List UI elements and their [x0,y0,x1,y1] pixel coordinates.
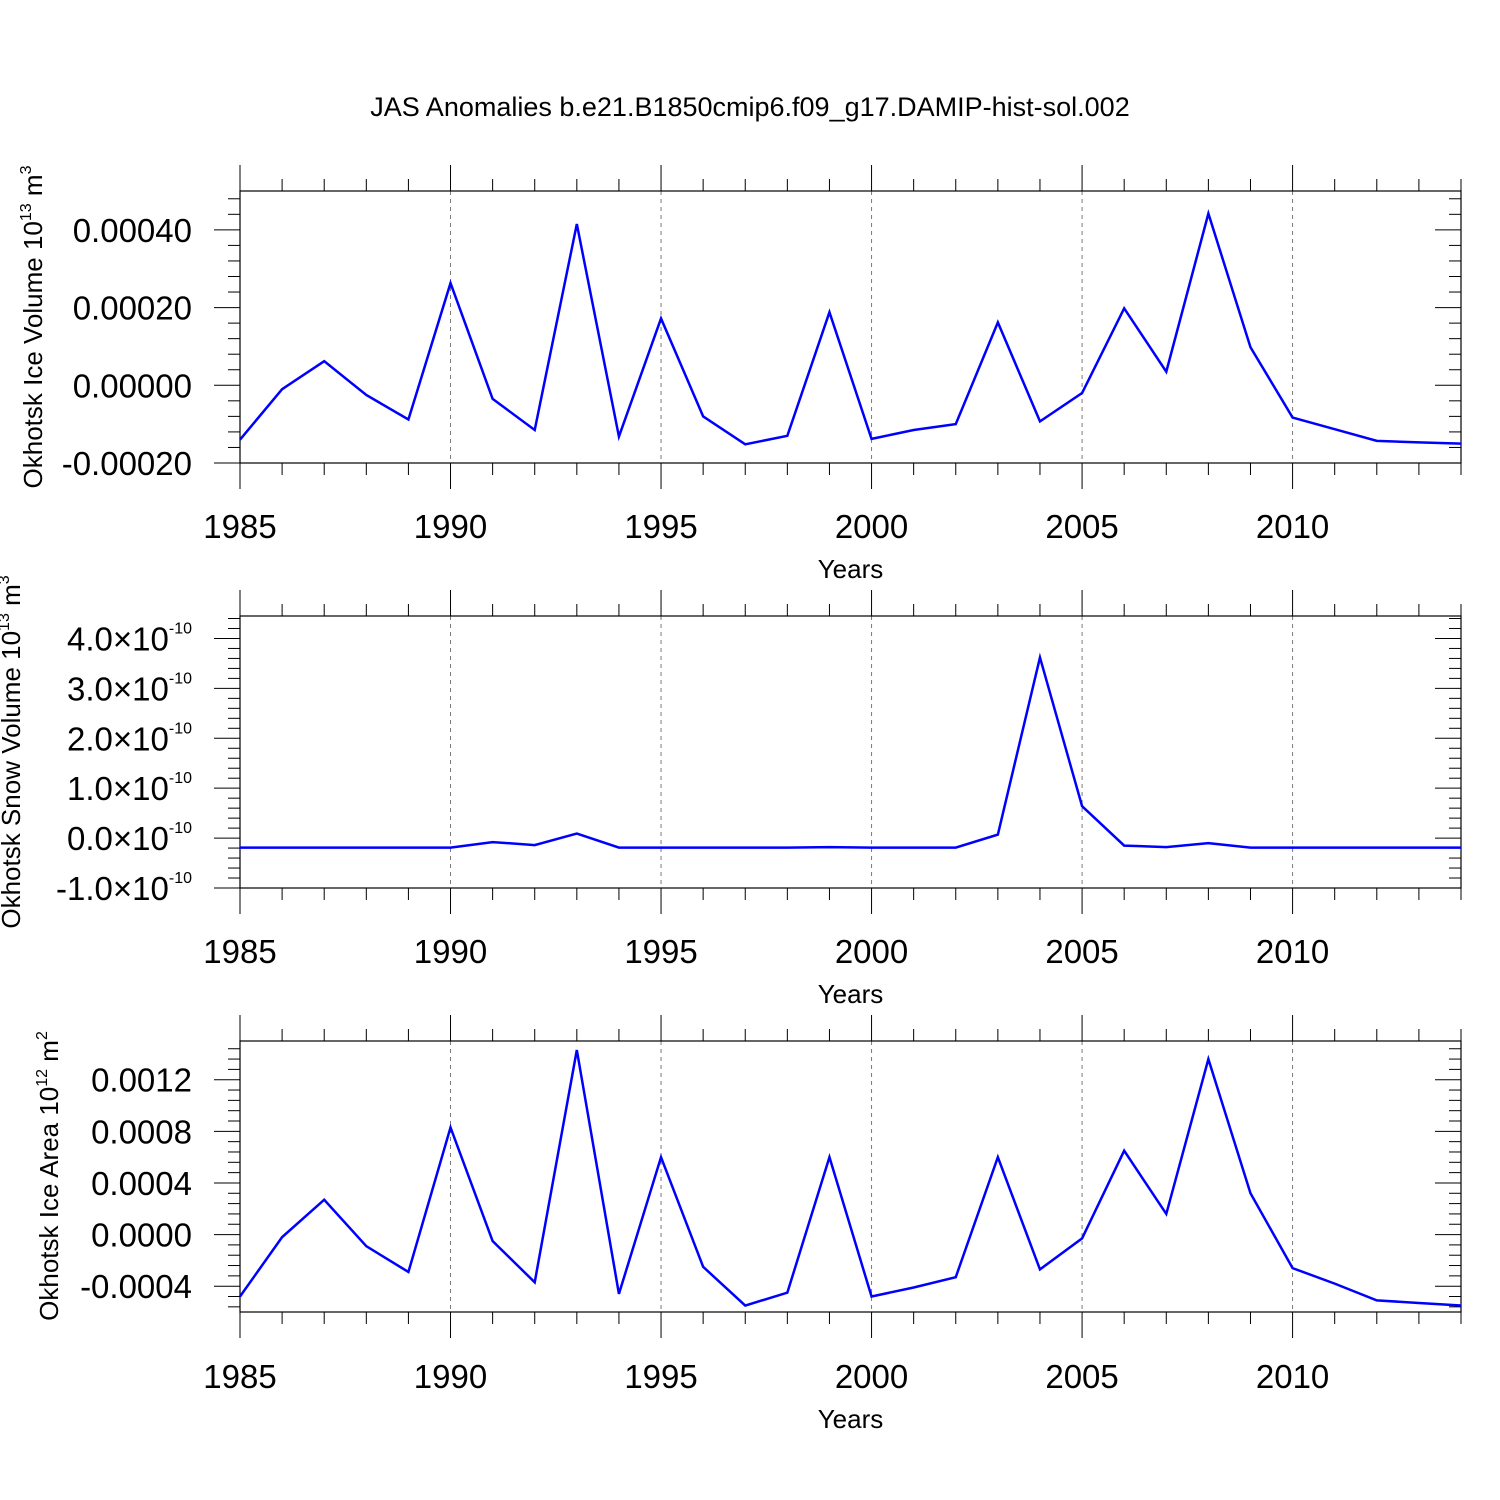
y-tick-label: 0.0004 [91,1165,192,1202]
y-tick-label: -0.0004 [80,1268,192,1305]
y-tick-label: -1.0×10-10 [56,870,192,907]
y-tick-label: 4.0×10-10 [67,620,192,657]
x-axis-label: Years [818,979,884,1009]
y-tick-label: 3.0×10-10 [67,670,192,707]
y-tick-label: 0.00000 [73,367,192,404]
x-tick-label: 1995 [624,933,697,970]
plot-frame [239,190,1462,464]
chart-title: JAS Anomalies b.e21.B1850cmip6.f09_g17.D… [370,92,1129,122]
x-tick-label: 2005 [1045,1358,1118,1395]
panel-ice-volume: -0.00020 0.00000 0.00020 0.00040 1985 1990 199… [18,165,1462,584]
x-axis-label: Years [818,554,884,584]
y-axis-label: Okhotsk Snow Volume 1013 m3 [0,575,26,928]
y-axis-label: Okhotsk Ice Volume 1013 m3 [18,165,48,488]
x-axis-label: Years [818,1404,884,1434]
y-tick-label: 1.0×10-10 [67,770,192,807]
y-tick-label: 2.0×10-10 [67,720,192,757]
x-tick-label: 2005 [1045,933,1118,970]
plot-frame [239,1040,1462,1313]
x-tick-label: 2000 [835,1358,908,1395]
x-tick-label: 2010 [1256,933,1329,970]
x-tick-label: 1985 [203,1358,276,1395]
plot-frame [239,615,1462,889]
x-tick-label: 1985 [203,508,276,545]
y-tick-label: 0.0000 [91,1217,192,1254]
x-tick-label: 1985 [203,933,276,970]
x-tick-label: 1990 [414,1358,487,1395]
y-tick-label: 0.00040 [73,212,192,249]
panel-snow-volume: -1.0×10-10 0.0×10-10 1.0×10-10 2.0×10-10 3.0… [0,575,1462,1009]
x-tick-label: 2010 [1256,1358,1329,1395]
panel-ice-area: -0.0004 0.0000 0.0004 0.0008 0.0012 1985 1990 1… [34,1015,1462,1434]
x-tick-label: 1990 [414,508,487,545]
series-line [239,209,1462,446]
series-line [238,1049,1462,1307]
y-axis-label: Okhotsk Ice Area 1012 m2 [34,1031,64,1321]
y-tick-label: 0.0012 [91,1062,192,1099]
x-tick-label: 1995 [624,508,697,545]
series-line [240,652,1461,849]
y-tick-label: -0.00020 [62,445,192,482]
x-tick-label: 2005 [1045,508,1118,545]
x-tick-label: 1995 [624,1358,697,1395]
y-tick-label: 0.00020 [73,290,192,327]
y-tick-label: 0.0008 [91,1113,192,1150]
x-tick-label: 2000 [835,508,908,545]
x-tick-label: 2000 [835,933,908,970]
x-tick-label: 1990 [414,933,487,970]
y-tick-label: 0.0×10-10 [67,820,192,857]
x-tick-label: 2010 [1256,508,1329,545]
